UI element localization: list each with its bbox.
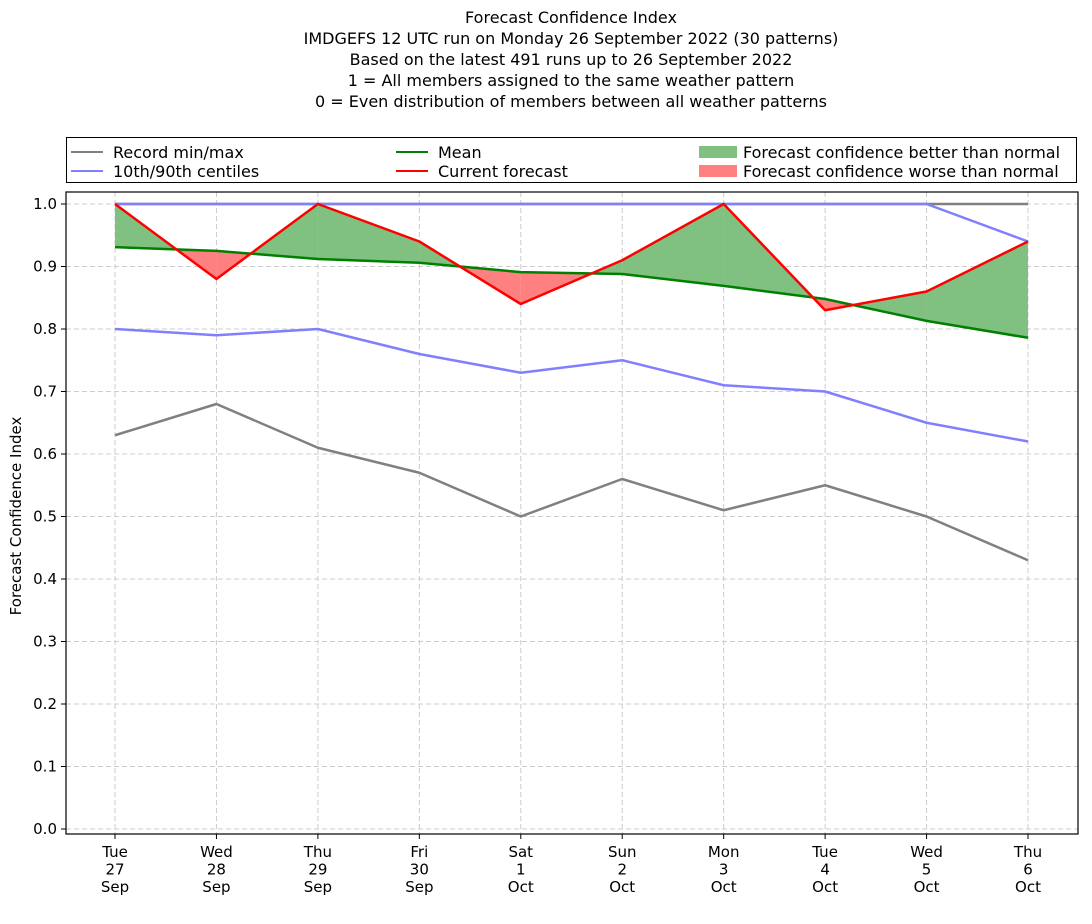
x-tick-label-month: Oct bbox=[812, 878, 838, 896]
x-tick-label-date: 4 bbox=[820, 861, 830, 879]
title-line: IMDGEFS 12 UTC run on Monday 26 Septembe… bbox=[303, 29, 839, 48]
x-tick-label-day: Wed bbox=[910, 843, 943, 861]
legend-label: Record min/max bbox=[113, 142, 244, 162]
legend-swatch bbox=[71, 151, 103, 153]
x-tick-label-month: Oct bbox=[508, 878, 534, 896]
x-tick-label-month: Oct bbox=[914, 878, 940, 896]
x-tick-label-date: 27 bbox=[105, 861, 124, 879]
series-line-90th-centile bbox=[115, 202, 1029, 243]
series-line-10th-centile bbox=[114, 327, 1029, 443]
series-line-record-min bbox=[114, 402, 1029, 562]
grid bbox=[66, 192, 1078, 834]
legend-item-better-than-normal: Forecast confidence better than normal bbox=[699, 142, 1060, 162]
y-axis-ticks: 0.0 0.1 0.2 0.3 0.4 0.5 0.6 0.7 0.8 0.9 1.0 bbox=[33, 195, 66, 838]
x-tick-label-date: 5 bbox=[922, 861, 932, 879]
x-tick-label-month: Oct bbox=[609, 878, 635, 896]
x-tick-label-day: Tue bbox=[811, 843, 838, 861]
fill-better-than-normal bbox=[853, 291, 927, 321]
legend-label: Forecast confidence better than normal bbox=[743, 142, 1061, 162]
legend-item-record-minmax: Record min/max bbox=[71, 142, 244, 162]
fill-worse-than-normal bbox=[825, 299, 854, 311]
series-lines bbox=[114, 202, 1029, 562]
x-tick-label-month: Oct bbox=[1015, 878, 1041, 896]
x-tick-label: Wed 5 Oct bbox=[910, 843, 943, 896]
legend-swatch bbox=[699, 165, 737, 177]
y-tick-label: 1.0 bbox=[33, 195, 57, 213]
x-tick-label: Mon 3 Oct bbox=[708, 843, 740, 896]
x-tick-label-date: 28 bbox=[207, 861, 226, 879]
x-tick-label: Sun 2 Oct bbox=[608, 843, 637, 896]
legend-item-current-forecast: Current forecast bbox=[396, 161, 568, 181]
y-tick-label: 0.6 bbox=[33, 445, 57, 463]
x-tick-label-day: Wed bbox=[200, 843, 233, 861]
y-tick-label: 0.7 bbox=[33, 383, 57, 401]
x-tick-label-date: 6 bbox=[1023, 861, 1033, 879]
title-line: Based on the latest 491 runs up to 26 Se… bbox=[349, 50, 793, 69]
x-tick-label-day: Thu bbox=[303, 843, 332, 861]
y-tick-label: 0.2 bbox=[33, 695, 57, 713]
series-line-current-forecast bbox=[114, 202, 1029, 312]
title-line: Forecast Confidence Index bbox=[465, 8, 677, 27]
y-tick-label: 0.3 bbox=[33, 633, 57, 651]
x-tick-label-date: 30 bbox=[410, 861, 429, 879]
legend-swatch bbox=[396, 170, 428, 172]
x-tick-label-day: Fri bbox=[410, 843, 428, 861]
x-tick-label: Fri 30 Sep bbox=[405, 843, 433, 896]
x-tick-label-month: Oct bbox=[711, 878, 737, 896]
title-line: 0 = Even distribution of members between… bbox=[314, 92, 828, 111]
y-tick-label: 0.8 bbox=[33, 320, 57, 338]
chart-title: Forecast Confidence Index IMDGEFS 12 UTC… bbox=[0, 7, 1092, 112]
x-tick-label-day: Tue bbox=[101, 843, 128, 861]
x-tick-label-date: 3 bbox=[719, 861, 729, 879]
legend-swatch bbox=[71, 170, 103, 172]
title-line: 1 = All members assigned to the same wea… bbox=[347, 71, 795, 90]
x-tick-label: Sat 1 Oct bbox=[508, 843, 534, 896]
y-tick-label: 0.0 bbox=[33, 820, 57, 838]
x-tick-label-date: 1 bbox=[516, 861, 526, 879]
x-tick-label: Thu 29 Sep bbox=[303, 843, 332, 896]
y-tick-label: 0.9 bbox=[33, 258, 57, 276]
x-tick-label-date: 2 bbox=[617, 861, 627, 879]
x-tick-label-date: 29 bbox=[308, 861, 327, 879]
y-tick-label: 0.4 bbox=[33, 570, 57, 588]
confidence-fills bbox=[115, 204, 1028, 338]
x-tick-label-month: Sep bbox=[405, 878, 433, 896]
fill-worse-than-normal bbox=[176, 249, 217, 279]
legend-label: 10th/90th centiles bbox=[113, 161, 260, 181]
legend-label: Current forecast bbox=[438, 161, 568, 181]
x-tick-label-day: Sun bbox=[608, 843, 637, 861]
series-line-mean bbox=[114, 245, 1029, 339]
x-tick-label-day: Mon bbox=[708, 843, 740, 861]
x-tick-label: Tue 4 Oct bbox=[811, 843, 838, 896]
x-tick-label-day: Thu bbox=[1013, 843, 1042, 861]
legend-swatch bbox=[396, 151, 428, 153]
x-tick-label-month: Sep bbox=[304, 878, 332, 896]
y-tick-label: 0.1 bbox=[33, 758, 57, 776]
legend-item-worse-than-normal: Forecast confidence worse than normal bbox=[699, 161, 1059, 181]
x-tick-label-day: Sat bbox=[508, 843, 533, 861]
legend: Record min/max 10th/90th centiles Mean C… bbox=[66, 137, 1077, 183]
fill-better-than-normal bbox=[926, 241, 1028, 338]
plot-frame bbox=[65, 191, 1079, 835]
legend-label: Forecast confidence worse than normal bbox=[743, 161, 1059, 181]
x-tick-label: Thu 6 Oct bbox=[1013, 843, 1042, 896]
fill-better-than-normal bbox=[622, 204, 724, 286]
legend-swatch bbox=[699, 146, 737, 158]
y-axis-label: Forecast Confidence Index bbox=[7, 417, 25, 616]
y-tick-label: 0.5 bbox=[33, 508, 57, 526]
legend-label: Mean bbox=[438, 142, 482, 162]
x-tick-label: Wed 28 Sep bbox=[200, 843, 233, 896]
legend-item-centiles: 10th/90th centiles bbox=[71, 161, 259, 181]
x-tick-label-month: Sep bbox=[101, 878, 129, 896]
legend-item-mean: Mean bbox=[396, 142, 482, 162]
fill-better-than-normal bbox=[317, 204, 420, 263]
x-tick-label: Tue 27 Sep bbox=[101, 843, 129, 896]
x-tick-label-month: Sep bbox=[202, 878, 230, 896]
